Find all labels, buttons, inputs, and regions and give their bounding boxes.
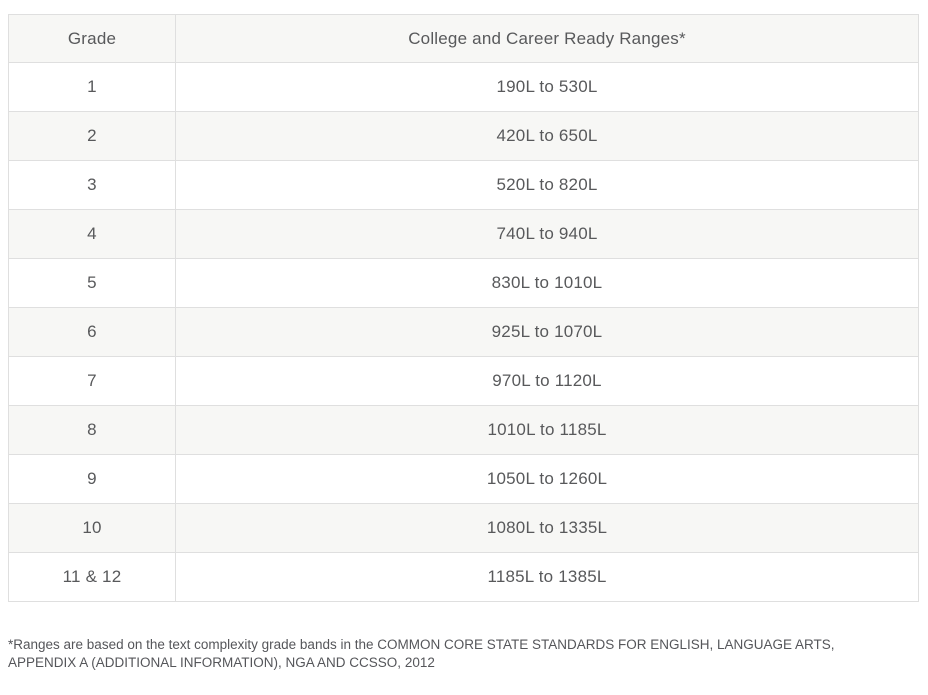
grade-cell: 7: [8, 356, 176, 406]
grade-cell: 4: [8, 209, 176, 259]
table-row: 6 925L to 1070L: [8, 307, 919, 357]
range-cell: 1050L to 1260L: [175, 454, 919, 504]
table-row: 9 1050L to 1260L: [8, 454, 919, 504]
table-row: 5 830L to 1010L: [8, 258, 919, 308]
grade-cell: 1: [8, 62, 176, 112]
table-row: 1 190L to 530L: [8, 62, 919, 112]
range-cell: 420L to 650L: [175, 111, 919, 161]
grade-cell: 2: [8, 111, 176, 161]
table-header: Grade College and Career Ready Ranges*: [8, 14, 919, 63]
grade-cell: 8: [8, 405, 176, 455]
table-row: 8 1010L to 1185L: [8, 405, 919, 455]
range-cell: 1080L to 1335L: [175, 503, 919, 553]
range-cell: 740L to 940L: [175, 209, 919, 259]
grade-cell: 3: [8, 160, 176, 210]
range-cell: 1185L to 1385L: [175, 552, 919, 602]
table-body: 1 190L to 530L 2 420L to 650L 3 520L to 820L 4…: [8, 62, 919, 602]
column-header-grade: Grade: [8, 14, 176, 63]
range-cell: 520L to 820L: [175, 160, 919, 210]
lexile-ranges-table-container: Grade College and Career Ready Ranges* 1…: [8, 14, 919, 602]
grade-cell: 9: [8, 454, 176, 504]
range-cell: 970L to 1120L: [175, 356, 919, 406]
grade-cell: 5: [8, 258, 176, 308]
table-row: 7 970L to 1120L: [8, 356, 919, 406]
grade-cell: 10: [8, 503, 176, 553]
range-cell: 1010L to 1185L: [175, 405, 919, 455]
lexile-ranges-table: Grade College and Career Ready Ranges* 1…: [8, 14, 919, 602]
range-cell: 925L to 1070L: [175, 307, 919, 357]
column-header-ranges: College and Career Ready Ranges*: [175, 14, 919, 63]
range-cell: 830L to 1010L: [175, 258, 919, 308]
table-row: 2 420L to 650L: [8, 111, 919, 161]
footnote: *Ranges are based on the text complexity…: [8, 637, 835, 670]
table-row: 11 & 12 1185L to 1385L: [8, 552, 919, 602]
header-row: Grade College and Career Ready Ranges*: [8, 14, 919, 63]
table-row: 4 740L to 940L: [8, 209, 919, 259]
table-row: 3 520L to 820L: [8, 160, 919, 210]
grade-cell: 11 & 12: [8, 552, 176, 602]
range-cell: 190L to 530L: [175, 62, 919, 112]
grade-cell: 6: [8, 307, 176, 357]
table-row: 10 1080L to 1335L: [8, 503, 919, 553]
